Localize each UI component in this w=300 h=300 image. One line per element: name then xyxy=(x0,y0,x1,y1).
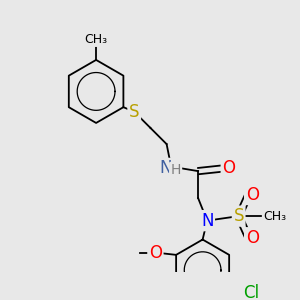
Text: N: N xyxy=(201,212,213,230)
Text: CH₃: CH₃ xyxy=(263,210,286,223)
Text: S: S xyxy=(129,103,140,121)
Text: CH₃: CH₃ xyxy=(85,33,108,46)
Text: O: O xyxy=(149,244,162,262)
Text: N: N xyxy=(160,159,172,177)
Text: H: H xyxy=(170,163,181,177)
Text: Cl: Cl xyxy=(244,284,260,300)
Text: O: O xyxy=(246,229,259,247)
Text: O: O xyxy=(222,159,235,177)
Text: S: S xyxy=(233,207,244,225)
Text: O: O xyxy=(246,185,259,203)
